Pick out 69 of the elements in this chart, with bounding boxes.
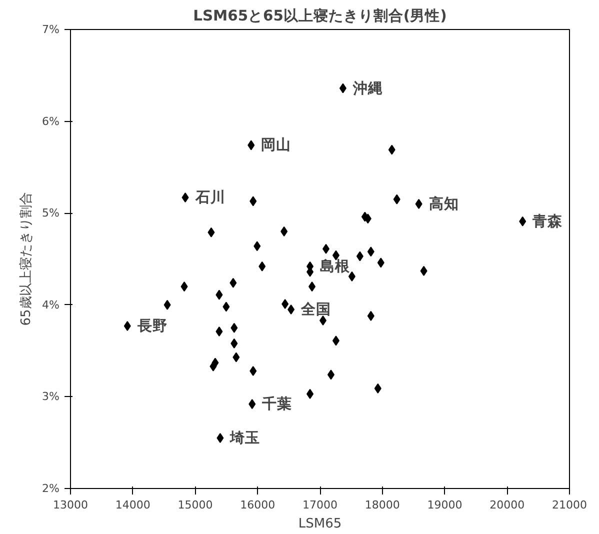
point xyxy=(222,302,230,312)
point xyxy=(258,261,266,272)
y-tick-label: 3% xyxy=(42,390,60,404)
annotation: 全国 xyxy=(300,300,332,318)
y-tick-label: 6% xyxy=(42,114,60,128)
y-tick-label: 2% xyxy=(42,482,60,495)
y-tick-label: 7% xyxy=(42,23,60,36)
point xyxy=(254,241,261,252)
x-tick-label: 20000 xyxy=(490,498,525,512)
point xyxy=(420,266,428,276)
x-tick-label: 13000 xyxy=(53,498,88,512)
point xyxy=(216,326,223,337)
point xyxy=(180,282,188,292)
point xyxy=(230,322,238,333)
point xyxy=(348,271,356,282)
point xyxy=(356,251,364,262)
point xyxy=(393,194,400,204)
x-tick-label: 15000 xyxy=(178,498,213,512)
point xyxy=(232,352,240,362)
point xyxy=(230,278,237,288)
point xyxy=(322,244,330,254)
x-tick-label: 21000 xyxy=(552,498,588,512)
point xyxy=(415,198,422,209)
point xyxy=(250,366,257,376)
point xyxy=(319,316,326,326)
point xyxy=(282,298,289,309)
x-tick-label: 18000 xyxy=(364,498,400,512)
point xyxy=(519,216,526,226)
point xyxy=(280,226,288,236)
annotation: 石川 xyxy=(194,188,226,206)
point xyxy=(374,383,382,394)
point xyxy=(288,304,295,314)
x-tick-label: 17000 xyxy=(302,498,338,512)
point xyxy=(216,433,224,444)
point xyxy=(332,336,340,346)
point xyxy=(208,227,215,238)
x-tick-label: 19000 xyxy=(427,498,462,512)
point xyxy=(216,290,223,300)
point xyxy=(327,370,334,380)
point xyxy=(364,214,372,224)
point xyxy=(367,246,374,257)
x-tick-label: 16000 xyxy=(240,498,276,512)
point xyxy=(248,399,256,410)
annotation: 沖縄 xyxy=(352,80,383,97)
point xyxy=(250,196,257,206)
point xyxy=(182,192,189,202)
y-tick-label: 5% xyxy=(42,206,60,220)
point xyxy=(124,321,131,332)
point xyxy=(306,388,314,399)
annotation: 高知 xyxy=(428,194,459,212)
point xyxy=(339,83,346,94)
x-tick-label: 14000 xyxy=(115,498,150,512)
point xyxy=(377,258,384,268)
annotation: 千葉 xyxy=(261,396,292,413)
annotation: 岡山 xyxy=(261,136,292,154)
annotation: 青森 xyxy=(532,212,564,230)
y-tick-label: 4% xyxy=(42,298,60,312)
point xyxy=(164,300,171,310)
x-axis-title: LSM65 xyxy=(298,516,342,532)
y-axis-title: 65歳以上寝たきり割合 xyxy=(19,192,34,326)
point xyxy=(230,338,238,348)
annotation: 長野 xyxy=(136,318,168,335)
annotation: 島根 xyxy=(320,258,352,275)
annotation: 埼玉 xyxy=(229,430,260,447)
chart-title: LSM65と65以上寝たきり割合(男性) xyxy=(193,6,447,24)
point xyxy=(388,144,396,155)
point xyxy=(248,140,255,150)
point xyxy=(308,282,316,292)
point xyxy=(367,310,374,321)
